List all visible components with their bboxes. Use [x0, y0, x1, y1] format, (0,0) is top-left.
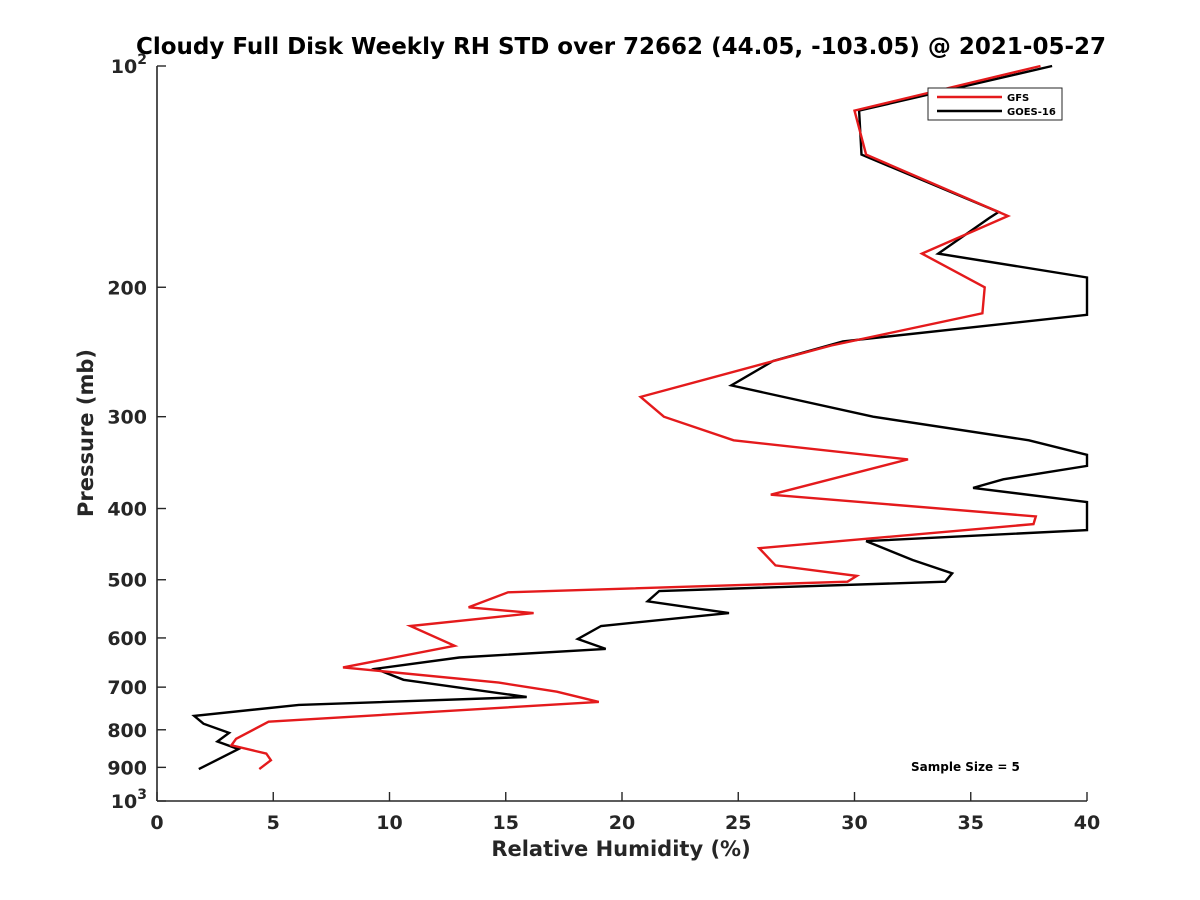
y-ticks: 102 200 300 400 500 600 700 800 900 103: [107, 52, 166, 813]
x-tick-label: 10: [376, 812, 402, 834]
x-tick-label: 5: [267, 812, 280, 834]
series-line-goes16: [191, 64, 1089, 771]
y-tick-label: 102: [111, 52, 147, 78]
y-tick-label: 600: [107, 628, 147, 650]
y-tick-label: 300: [107, 407, 147, 429]
y-axis-label: Pressure (mb): [74, 349, 98, 517]
y-tick-label: 500: [107, 570, 147, 592]
legend: GFS GOES-16: [927, 87, 1063, 121]
x-ticks: 0 5 10 15 20 25 30 35 40: [150, 792, 1100, 834]
x-tick-label: 20: [609, 812, 635, 834]
chart-title: Cloudy Full Disk Weekly RH STD over 7266…: [136, 34, 1106, 60]
y-tick-label: 200: [107, 277, 147, 299]
series-line-gfs: [229, 64, 1041, 771]
x-tick-label: 30: [841, 812, 867, 834]
legend-label-goes16: GOES-16: [1007, 107, 1056, 118]
y-tick-label: 900: [107, 757, 147, 779]
legend-label-gfs: GFS: [1007, 93, 1029, 104]
x-tick-label: 40: [1074, 812, 1100, 834]
plot-area: 0 5 10 15 20 25 30 35 40 102 200 300 400 500 600 700 80…: [107, 52, 1100, 834]
series-layer: [191, 64, 1089, 771]
sample-size-annotation: Sample Size = 5: [911, 760, 1020, 774]
y-tick-label: 400: [107, 499, 147, 521]
legend-box: [927, 87, 1063, 121]
y-tick-label: 700: [107, 677, 147, 699]
x-tick-label: 0: [150, 812, 163, 834]
x-axis-label: Relative Humidity (%): [491, 837, 750, 861]
x-tick-label: 25: [725, 812, 751, 834]
x-tick-label: 35: [958, 812, 984, 834]
y-tick-label: 800: [107, 720, 147, 742]
y-tick-label: 103: [111, 787, 147, 813]
x-tick-label: 15: [493, 812, 519, 834]
